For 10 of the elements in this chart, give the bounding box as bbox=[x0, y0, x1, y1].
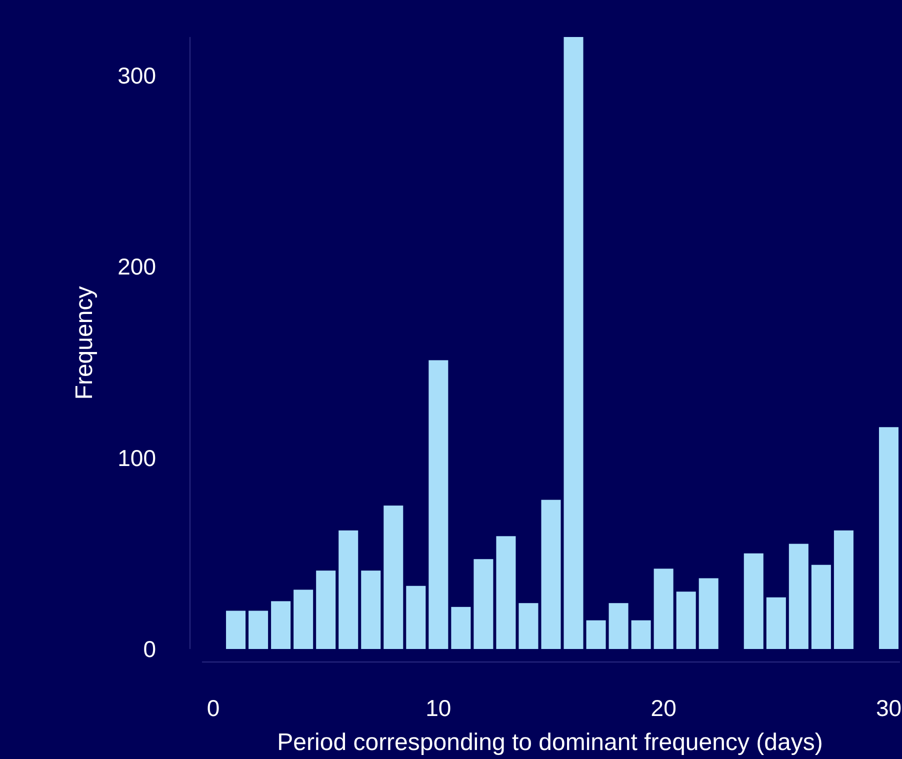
y-tick-label: 200 bbox=[118, 254, 156, 280]
x-tick-label: 10 bbox=[426, 695, 452, 721]
y-tick-label: 0 bbox=[143, 636, 156, 662]
x-tick-label: 0 bbox=[206, 695, 220, 721]
x-tick-label: 30 bbox=[876, 695, 902, 721]
x-tick-label: 20 bbox=[650, 695, 676, 721]
y-tick-label: 100 bbox=[118, 444, 156, 471]
x-axis-title: Period corresponding to dominant frequency (days) bbox=[277, 729, 823, 756]
y-axis-title: Frequency bbox=[71, 286, 98, 400]
y-tick-label: 300 bbox=[118, 62, 156, 88]
